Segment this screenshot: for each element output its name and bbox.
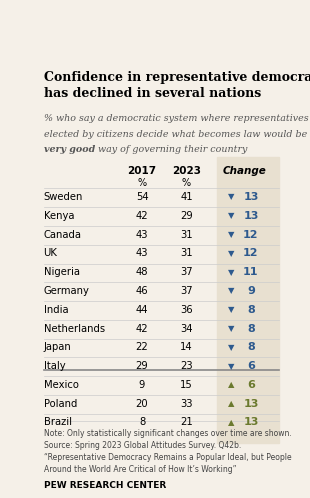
- Text: ▼: ▼: [228, 193, 234, 202]
- Text: 43: 43: [136, 230, 148, 240]
- Text: 37: 37: [180, 267, 193, 277]
- Text: 6: 6: [247, 380, 255, 390]
- Text: %: %: [182, 178, 191, 188]
- Text: 14: 14: [180, 342, 193, 352]
- Text: 20: 20: [136, 399, 148, 409]
- Text: 8: 8: [247, 324, 255, 334]
- Text: 8: 8: [247, 305, 255, 315]
- Text: “Representative Democracy Remains a Popular Ideal, but People: “Representative Democracy Remains a Popu…: [43, 453, 291, 462]
- Text: 48: 48: [136, 267, 148, 277]
- Text: 29: 29: [136, 361, 148, 371]
- Text: Sweden: Sweden: [43, 192, 83, 202]
- Text: 42: 42: [136, 211, 148, 221]
- Text: Nigeria: Nigeria: [43, 267, 80, 277]
- Text: Source: Spring 2023 Global Attitudes Survey. Q42b.: Source: Spring 2023 Global Attitudes Sur…: [43, 441, 241, 450]
- Text: Confidence in representative democracy
has declined in several nations: Confidence in representative democracy h…: [43, 71, 310, 100]
- Text: PEW RESEARCH CENTER: PEW RESEARCH CENTER: [43, 481, 166, 490]
- Text: Kenya: Kenya: [43, 211, 74, 221]
- Text: Brazil: Brazil: [43, 417, 72, 427]
- Text: ▲: ▲: [228, 418, 234, 427]
- Text: Around the World Are Critical of How It’s Working”: Around the World Are Critical of How It’…: [43, 465, 236, 474]
- Text: 2023: 2023: [172, 166, 201, 176]
- Text: Canada: Canada: [43, 230, 82, 240]
- Text: ▲: ▲: [228, 399, 234, 408]
- Text: ▲: ▲: [228, 380, 234, 389]
- Text: 15: 15: [180, 380, 193, 390]
- Text: 6: 6: [247, 361, 255, 371]
- Text: 43: 43: [136, 249, 148, 258]
- Text: 13: 13: [243, 192, 259, 202]
- Text: Netherlands: Netherlands: [43, 324, 105, 334]
- Text: 42: 42: [136, 324, 148, 334]
- Text: ▼: ▼: [228, 362, 234, 371]
- Text: 9: 9: [247, 286, 255, 296]
- Text: ▼: ▼: [228, 211, 234, 220]
- Text: Germany: Germany: [43, 286, 89, 296]
- Text: 36: 36: [180, 305, 193, 315]
- Text: Mexico: Mexico: [43, 380, 78, 390]
- Text: 2017: 2017: [127, 166, 157, 176]
- Text: 21: 21: [180, 417, 193, 427]
- Text: 8: 8: [247, 342, 255, 352]
- Text: 31: 31: [180, 249, 193, 258]
- Text: ▼: ▼: [228, 230, 234, 239]
- Text: 37: 37: [180, 286, 193, 296]
- Text: Italy: Italy: [43, 361, 65, 371]
- Text: ▼: ▼: [228, 267, 234, 277]
- Text: 33: 33: [180, 399, 193, 409]
- Text: ▼: ▼: [228, 324, 234, 333]
- Text: very good: very good: [43, 145, 95, 154]
- Text: 41: 41: [180, 192, 193, 202]
- Text: 11: 11: [243, 267, 259, 277]
- Text: 29: 29: [180, 211, 193, 221]
- Text: 22: 22: [136, 342, 148, 352]
- Text: 13: 13: [243, 399, 259, 409]
- Text: Change: Change: [222, 166, 266, 176]
- Text: 31: 31: [180, 230, 193, 240]
- Text: ▼: ▼: [228, 305, 234, 314]
- Text: 12: 12: [243, 230, 259, 240]
- Text: way of governing their country: way of governing their country: [95, 145, 247, 154]
- Text: %: %: [138, 178, 147, 188]
- Text: 13: 13: [243, 211, 259, 221]
- Text: 54: 54: [136, 192, 148, 202]
- Text: ▼: ▼: [228, 286, 234, 295]
- Text: UK: UK: [43, 249, 57, 258]
- Text: ▼: ▼: [228, 343, 234, 352]
- Text: 8: 8: [139, 417, 145, 427]
- Text: Note: Only statistically significant changes over time are shown.: Note: Only statistically significant cha…: [43, 429, 291, 438]
- Text: India: India: [43, 305, 68, 315]
- Text: 13: 13: [243, 417, 259, 427]
- Text: Japan: Japan: [43, 342, 71, 352]
- Text: ▼: ▼: [228, 249, 234, 258]
- Text: 23: 23: [180, 361, 193, 371]
- Text: 12: 12: [243, 249, 259, 258]
- Text: 34: 34: [180, 324, 193, 334]
- Text: 46: 46: [136, 286, 148, 296]
- Text: % who say a democratic system where representatives: % who say a democratic system where repr…: [43, 114, 308, 123]
- Text: elected by citizens decide what becomes law would be a: elected by citizens decide what becomes …: [43, 129, 310, 138]
- Text: 9: 9: [139, 380, 145, 390]
- Text: Poland: Poland: [43, 399, 77, 409]
- Text: 44: 44: [136, 305, 148, 315]
